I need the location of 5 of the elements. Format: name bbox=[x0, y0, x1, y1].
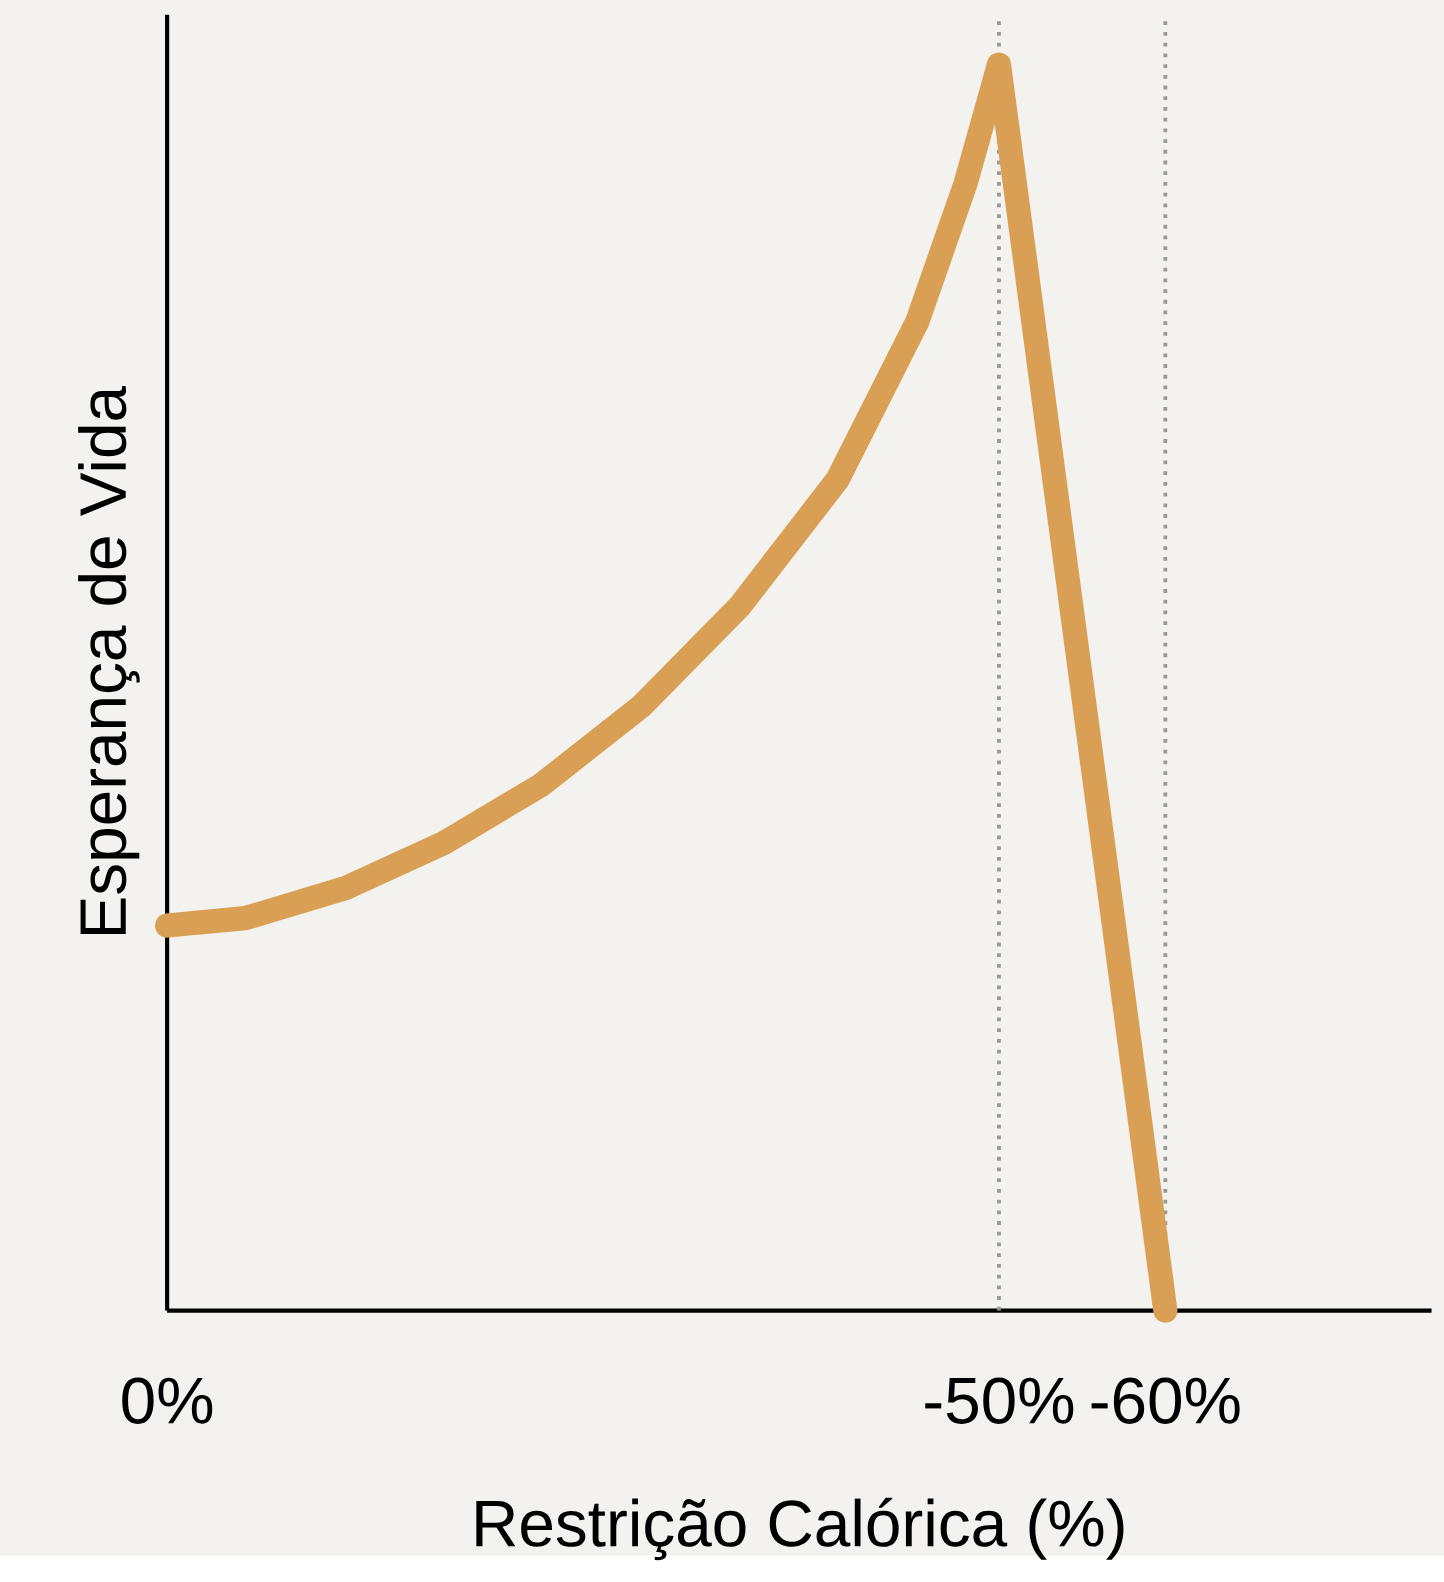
x-tick-label: 0% bbox=[122, 1377, 213, 1424]
x-axis-title: Restrição Calórica (%) bbox=[476, 1497, 1124, 1561]
x-tick-label: -60% bbox=[1091, 1377, 1240, 1424]
y-axis-title: Esperança de Vida bbox=[77, 385, 140, 935]
x-tick-label: -50% bbox=[925, 1377, 1074, 1424]
